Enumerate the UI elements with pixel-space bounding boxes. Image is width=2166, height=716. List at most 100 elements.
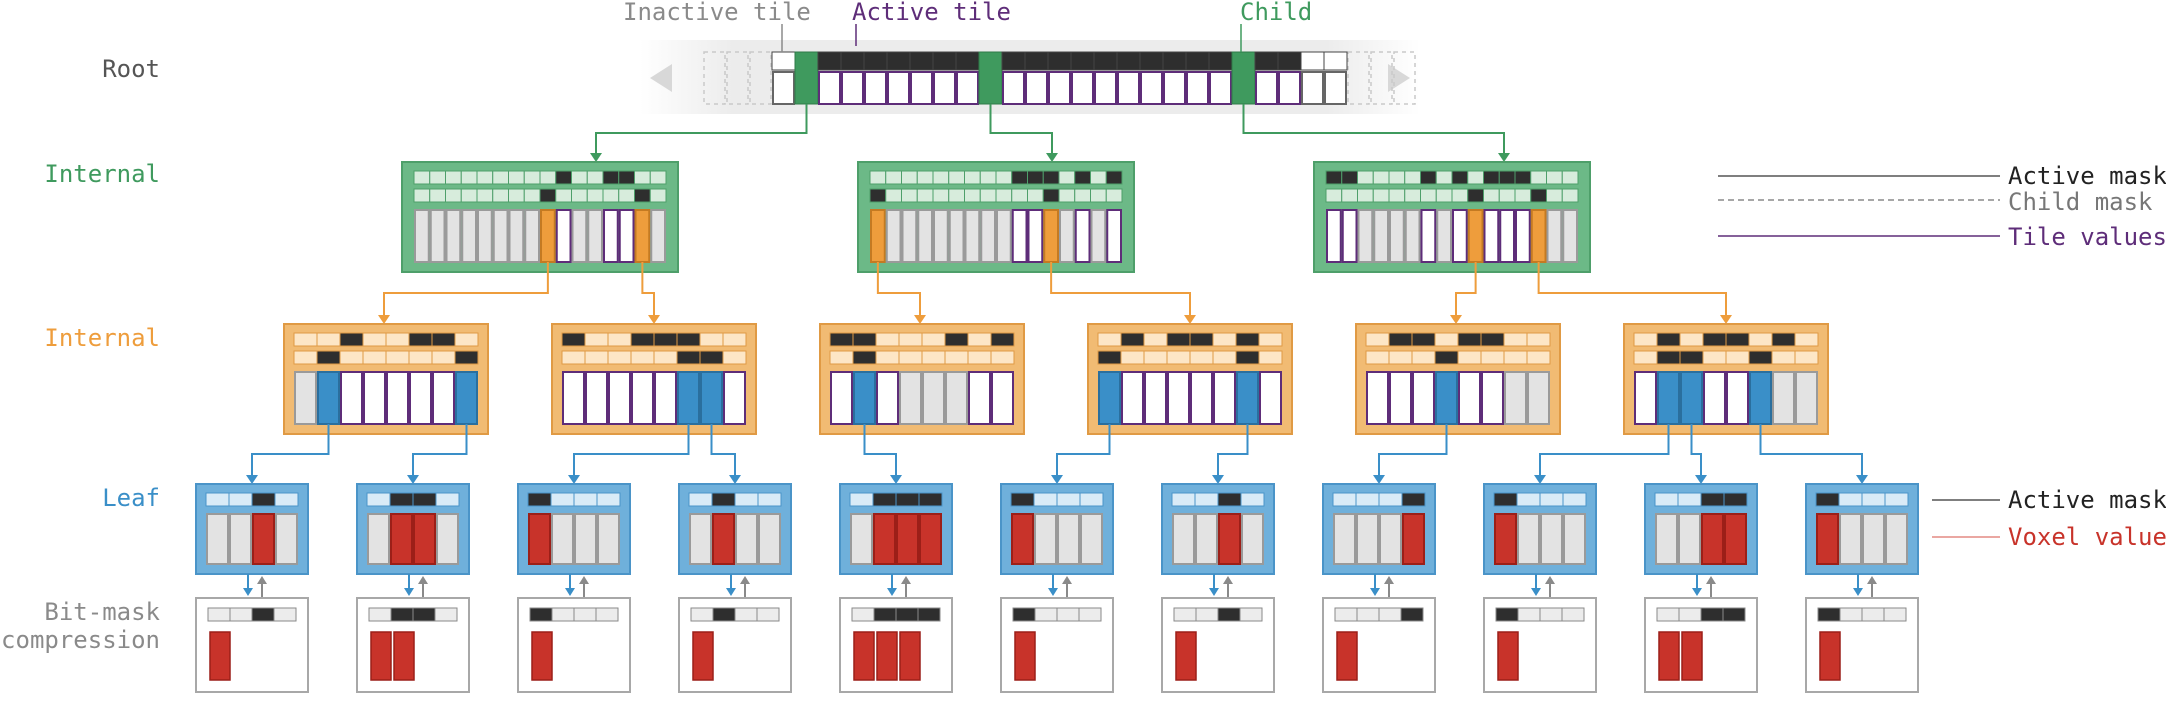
upper-tile-cell: [901, 209, 918, 263]
leaf-active-mask-cell: [1240, 492, 1265, 507]
upper-to-lower-connector-arrowhead: [1450, 315, 1462, 324]
upper-tile-cell: [1090, 209, 1107, 263]
lower-tile-cell: [1213, 371, 1236, 425]
root-faded-cell: [749, 51, 772, 105]
upper-child-mask-cell: [649, 188, 667, 203]
lower-internal-level: [283, 262, 1829, 435]
lower-to-leaf-connector: [1378, 424, 1448, 476]
lower-child-mask-cell: [990, 350, 1015, 365]
root-faded-cell: [1370, 51, 1393, 105]
lower-tile-cell: [608, 371, 631, 425]
leaf-active-mask-cell: [757, 492, 782, 507]
upper-tile-cell: [571, 209, 588, 263]
leaf-active-mask-cell: [435, 492, 460, 507]
upper-tile-cell: [1436, 209, 1452, 263]
compressed-voxel: [1497, 631, 1519, 681]
bitmask-cell: [1561, 607, 1585, 622]
leaf-voxel-cell: [1839, 513, 1862, 565]
lower-to-leaf-connector: [1759, 424, 1863, 476]
leaf-voxel-cell: [574, 513, 597, 565]
leaf-voxel-cell: [919, 513, 942, 565]
lower-to-leaf-connector: [1056, 424, 1111, 476]
upper-tile-cell: [1106, 209, 1122, 263]
root-tile-cell: [1140, 71, 1163, 105]
compressed-voxel: [370, 631, 392, 681]
leaf-voxel-cell: [528, 513, 551, 565]
leaf-active-mask-cell: [918, 492, 943, 507]
lower-tile-cell: [1167, 371, 1190, 425]
leaf-voxel-cell: [1540, 513, 1563, 565]
lower-to-leaf-connector-arrowhead: [1695, 475, 1707, 484]
bitmask-cell: [595, 607, 619, 622]
lower-to-leaf-connector: [1217, 424, 1249, 476]
leaf-voxel-cell: [1011, 513, 1034, 565]
leaf-voxel-cell: [390, 513, 413, 565]
upper-tile-cell: [964, 209, 981, 263]
upper-tile-cell: [1499, 209, 1515, 263]
root-tile-cell: [1071, 71, 1094, 105]
root-tile-cell: [1163, 71, 1186, 105]
lower-tile-cell: [968, 371, 991, 425]
legend-internal-active-mask: Active mask: [2008, 162, 2166, 190]
leaf-voxel-cell: [850, 513, 873, 565]
root-tile-cell: [1301, 71, 1324, 105]
bitmask-compression-level: [195, 597, 1919, 693]
compressed-voxel: [853, 631, 875, 681]
root-tile-cell: [1186, 71, 1209, 105]
upper-child-mask-cell: [1105, 188, 1123, 203]
legend-leaf-voxel-values: Voxel values: [2008, 523, 2166, 551]
root-tile-cell: [910, 71, 933, 105]
upper-tile-cell: [1483, 209, 1500, 263]
upper-tile-cell: [1515, 209, 1531, 263]
leaf-voxel-cell: [1333, 513, 1356, 565]
upper-to-lower-connector: [876, 262, 921, 316]
upper-tile-cell: [1420, 209, 1437, 263]
upper-tile-cell: [445, 209, 462, 263]
upper-tile-cell: [1027, 209, 1044, 263]
upper-to-lower-connector: [1537, 262, 1727, 316]
decompress-arrowhead: [257, 576, 267, 584]
upper-tile-cell: [948, 209, 965, 263]
lower-to-leaf-connector-arrowhead: [568, 475, 580, 484]
upper-tile-cell: [1389, 209, 1405, 263]
leaf-active-mask-cell: [1079, 492, 1104, 507]
root-faded-cell: [726, 51, 749, 105]
leaf-active-mask-cell: [1884, 492, 1909, 507]
compressed-voxel: [1336, 631, 1358, 681]
lower-to-leaf-connector-arrowhead: [890, 475, 902, 484]
upper-tile-cell: [555, 209, 572, 263]
compressed-voxel: [899, 631, 921, 681]
upper-tile-cell: [1357, 209, 1374, 263]
root-tile-cell: [1278, 71, 1301, 105]
leaf-voxel-cell: [1172, 513, 1195, 565]
lower-to-leaf-connector-arrowhead: [1212, 475, 1224, 484]
compressed-voxel: [1658, 631, 1680, 681]
lower-tile-cell: [723, 371, 746, 425]
bitmask-cell: [1400, 607, 1424, 622]
lower-tile-cell: [1634, 371, 1657, 425]
root-tile-cell: [818, 71, 841, 105]
lower-to-leaf-connector-arrowhead: [1856, 475, 1868, 484]
lower-to-leaf-connector-arrowhead: [407, 475, 419, 484]
decompress-arrowhead: [418, 576, 428, 584]
lower-to-leaf-connector: [710, 424, 736, 476]
compress-arrowhead: [1048, 588, 1058, 596]
lower-tile-cell: [386, 371, 409, 425]
legend-internal-tile-values: Tile values: [2008, 223, 2166, 251]
lower-active-mask-cell: [454, 332, 479, 347]
upper-tile-cell: [1011, 209, 1028, 263]
upper-to-lower-connector: [1050, 262, 1191, 316]
leaf-voxel-cell: [1402, 513, 1425, 565]
lower-tile-cell: [1458, 371, 1481, 425]
root-tile-cell: [887, 71, 910, 105]
compress-arrowhead: [726, 588, 736, 596]
upper-to-lower-connector-arrowhead: [1720, 315, 1732, 324]
upper-tile-cell: [1546, 209, 1563, 263]
leaf-voxel-cell: [1724, 513, 1747, 565]
compress-arrowhead: [1370, 588, 1380, 596]
upper-tile-cell: [587, 209, 603, 263]
leaf-voxel-cell: [735, 513, 758, 565]
root-to-upper-connector-arrowhead: [1046, 153, 1058, 162]
upper-tile-cell: [1074, 209, 1091, 263]
lower-tile-cell: [409, 371, 432, 425]
